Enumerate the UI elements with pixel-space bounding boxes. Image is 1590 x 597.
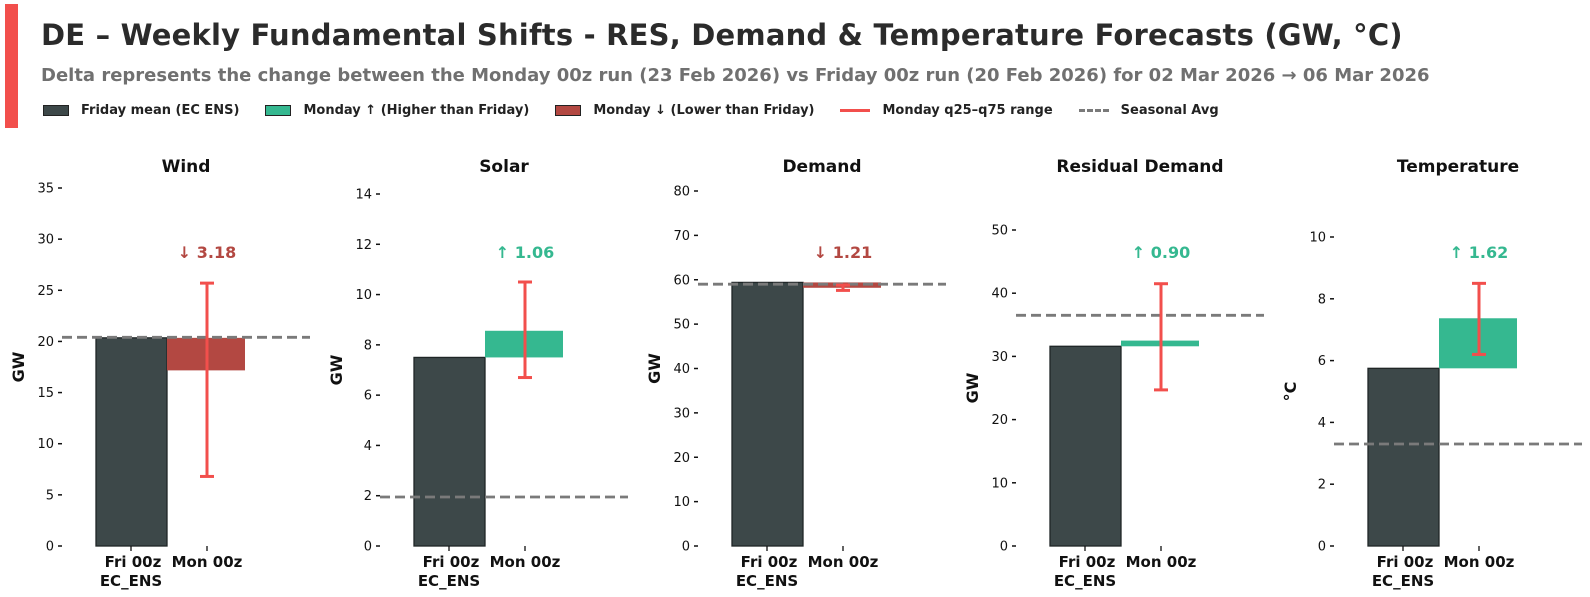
demand-ytick-label: 10	[673, 495, 690, 510]
residual-demand-ytick-label: 30	[991, 350, 1008, 365]
accent-bar	[5, 4, 18, 128]
temperature-ytick-label: 8	[1318, 292, 1326, 307]
demand-ytick-label: 40	[673, 362, 690, 377]
demand-ytick-label: 60	[673, 273, 690, 288]
legend-item-friday: Friday mean (EC ENS)	[43, 103, 239, 118]
temperature-ytick-label: 4	[1318, 416, 1326, 431]
demand-ytick-label: 70	[673, 229, 690, 244]
temperature-delta-label: ↑ 1.62	[1450, 243, 1508, 262]
temperature-title: Temperature	[1397, 157, 1519, 177]
temperature-xtick-label-mon: Mon 00z	[1444, 553, 1515, 571]
demand-ytick-label: 20	[673, 451, 690, 466]
page-title: DE – Weekly Fundamental Shifts - RES, De…	[41, 18, 1403, 52]
demand-xtick-label-fri-model: EC_ENS	[736, 572, 798, 590]
legend-dash-seasonal	[1078, 108, 1109, 112]
wind-ytick-label: 5	[46, 488, 54, 503]
residual-demand-xtick-label-mon: Mon 00z	[1126, 553, 1197, 571]
demand-title: Demand	[782, 157, 861, 177]
temperature-ytick-label: 2	[1318, 478, 1326, 493]
temperature-ytick-label: 10	[1309, 231, 1326, 246]
demand-xtick-label-fri: Fri 00z	[741, 553, 798, 571]
solar-ytick-label: 0	[364, 540, 372, 555]
demand-xtick-label-mon: Mon 00z	[808, 553, 879, 571]
legend-label-range: Monday q25–q75 range	[882, 102, 1053, 118]
demand-ytick-label: 50	[673, 318, 690, 333]
legend-item-seasonal: Seasonal Avg	[1078, 102, 1219, 118]
solar-ytick-label: 6	[364, 389, 372, 404]
residual-demand-ytick-label: 20	[991, 413, 1008, 428]
residual-demand-delta-label: ↑ 0.90	[1132, 243, 1190, 262]
wind-xtick-label-fri-model: EC_ENS	[100, 572, 162, 590]
legend-swatch-friday	[43, 104, 69, 116]
legend: Friday mean (EC ENS) Monday ↑ (Higher th…	[43, 101, 1245, 119]
wind-ytick-label: 35	[37, 182, 54, 197]
legend-swatch-down	[555, 104, 582, 116]
solar-xtick-label-fri: Fri 00z	[423, 553, 480, 571]
solar-ytick-label: 8	[364, 338, 372, 353]
solar-friday-bar	[413, 356, 486, 547]
residual-demand-friday-bar	[1049, 345, 1122, 547]
temperature-ylabel: °C	[1281, 382, 1300, 402]
solar-ytick-label: 10	[355, 288, 372, 303]
temperature-ytick-label: 0	[1318, 540, 1326, 555]
wind-ylabel: GW	[9, 351, 28, 382]
demand-delta-label: ↓ 1.21	[814, 243, 872, 262]
solar-ylabel: GW	[327, 354, 346, 385]
temperature-friday-bar	[1367, 367, 1440, 547]
wind-ytick-label: 15	[37, 386, 54, 401]
legend-item-monday-up: Monday ↑ (Higher than Friday)	[265, 103, 529, 118]
residual-demand-ylabel: GW	[963, 372, 982, 403]
demand-ylabel: GW	[645, 353, 664, 384]
page-subtitle: Delta represents the change between the …	[41, 65, 1430, 86]
solar-ytick-label: 14	[355, 188, 372, 203]
residual-demand-ytick-label: 0	[1000, 540, 1008, 555]
wind-title: Wind	[162, 157, 211, 177]
residual-demand-ytick-label: 10	[991, 476, 1008, 491]
legend-item-range: Monday q25–q75 range	[840, 102, 1053, 118]
legend-label-monday-up: Monday ↑ (Higher than Friday)	[303, 102, 530, 118]
solar-delta-label: ↑ 1.06	[496, 243, 554, 262]
wind-friday-bar	[95, 337, 168, 547]
solar-ytick-label: 2	[364, 489, 372, 504]
residual-demand-ytick-label: 50	[991, 224, 1008, 239]
solar-ytick-label: 12	[355, 238, 372, 253]
wind-ytick-label: 25	[37, 284, 54, 299]
wind-ytick-label: 10	[37, 437, 54, 452]
solar-xtick-label-mon: Mon 00z	[490, 553, 561, 571]
legend-label-friday: Friday mean (EC ENS)	[81, 102, 240, 118]
legend-label-seasonal: Seasonal Avg	[1120, 102, 1219, 118]
wind-ytick-label: 0	[46, 540, 54, 555]
legend-line-range	[840, 108, 871, 112]
wind-xtick-label-fri: Fri 00z	[105, 553, 162, 571]
wind-ytick-label: 20	[37, 335, 54, 350]
residual-demand-xtick-label-fri-model: EC_ENS	[1054, 572, 1116, 590]
solar-title: Solar	[479, 157, 529, 177]
wind-xtick-label-mon: Mon 00z	[172, 553, 243, 571]
solar-xtick-label-fri-model: EC_ENS	[418, 572, 480, 590]
demand-friday-bar	[731, 281, 804, 547]
legend-label-monday-down: Monday ↓ (Lower than Friday)	[593, 102, 815, 118]
legend-item-monday-down: Monday ↓ (Lower than Friday)	[555, 103, 814, 118]
temperature-xtick-label-fri: Fri 00z	[1377, 553, 1434, 571]
demand-ytick-label: 0	[682, 540, 690, 555]
residual-demand-title: Residual Demand	[1056, 157, 1223, 177]
temperature-xtick-label-fri-model: EC_ENS	[1372, 572, 1434, 590]
demand-ytick-label: 30	[673, 406, 690, 421]
wind-delta-label: ↓ 3.18	[178, 243, 236, 262]
demand-ytick-label: 80	[673, 185, 690, 200]
temperature-ytick-label: 6	[1318, 354, 1326, 369]
residual-demand-xtick-label-fri: Fri 00z	[1059, 553, 1116, 571]
legend-swatch-up	[265, 104, 292, 116]
solar-ytick-label: 4	[364, 439, 372, 454]
wind-ytick-label: 30	[37, 233, 54, 248]
residual-demand-ytick-label: 40	[991, 287, 1008, 302]
